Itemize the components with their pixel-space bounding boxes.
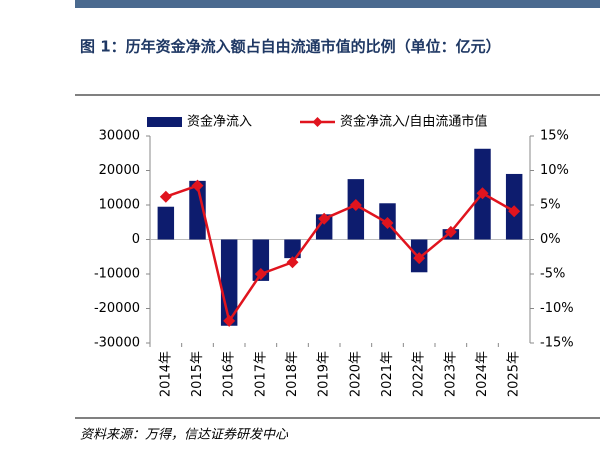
y-tick-label: 30000 bbox=[99, 129, 140, 144]
point bbox=[223, 314, 236, 327]
y2-tick-label: 10% bbox=[540, 163, 569, 178]
x-tick-label: 2016年 bbox=[222, 351, 237, 397]
x-tick-label: 2015年 bbox=[190, 351, 205, 397]
point bbox=[254, 268, 267, 280]
x-tick-label: 2023年 bbox=[443, 351, 458, 397]
point bbox=[413, 252, 426, 265]
point bbox=[444, 225, 457, 238]
bar bbox=[189, 180, 206, 240]
legend-label: 资金净流入 bbox=[187, 114, 252, 130]
y-tick-label: 0 bbox=[132, 232, 140, 247]
y-tick-label: 10000 bbox=[99, 198, 140, 213]
line bbox=[165, 184, 515, 324]
legend-marker bbox=[312, 117, 323, 127]
chart-title: 图 1：历年资金净流入额占自由流通市值的比例（单位：亿元） bbox=[80, 38, 501, 56]
y-tick-label: -10000 bbox=[94, 267, 140, 282]
point bbox=[381, 216, 394, 229]
x-tick-label: 2017年 bbox=[253, 351, 268, 397]
x-tick-label: 2020年 bbox=[348, 351, 363, 397]
x-tick-label: 2019年 bbox=[317, 351, 332, 397]
point bbox=[349, 199, 362, 211]
point bbox=[476, 187, 489, 200]
x-tick-label: 2021年 bbox=[380, 351, 395, 397]
y2-tick-label: -15% bbox=[540, 336, 574, 351]
x-tick-label: 2024年 bbox=[475, 351, 490, 397]
legend-swatch bbox=[147, 117, 182, 127]
bar bbox=[284, 239, 301, 259]
x-tick-label: 2025年 bbox=[507, 351, 522, 397]
bar bbox=[252, 239, 270, 281]
x-tick-label: 2018年 bbox=[285, 351, 300, 397]
top-bar bbox=[75, 0, 600, 8]
legend-label: 资金净流入/自由流通市值 bbox=[340, 114, 487, 130]
y2-tick-label: 5% bbox=[540, 198, 561, 213]
point bbox=[191, 179, 204, 192]
point bbox=[318, 212, 331, 225]
point bbox=[508, 205, 521, 218]
x-tick-label: 2014年 bbox=[158, 351, 173, 397]
point bbox=[286, 256, 299, 269]
y2-tick-label: -10% bbox=[540, 301, 574, 316]
y-tick-label: -30000 bbox=[94, 336, 140, 351]
source: 资料来源：万得，信达证券研发中心 bbox=[80, 428, 289, 443]
y2-tick-label: 15% bbox=[540, 129, 569, 144]
bar bbox=[157, 206, 175, 240]
x-tick-label: 2022年 bbox=[412, 351, 427, 397]
point bbox=[159, 190, 172, 203]
y-tick-label: 20000 bbox=[99, 163, 140, 178]
y-tick-label: -20000 bbox=[94, 301, 140, 316]
y2-tick-label: -5% bbox=[540, 267, 565, 282]
y2-tick-label: 0% bbox=[540, 232, 561, 247]
